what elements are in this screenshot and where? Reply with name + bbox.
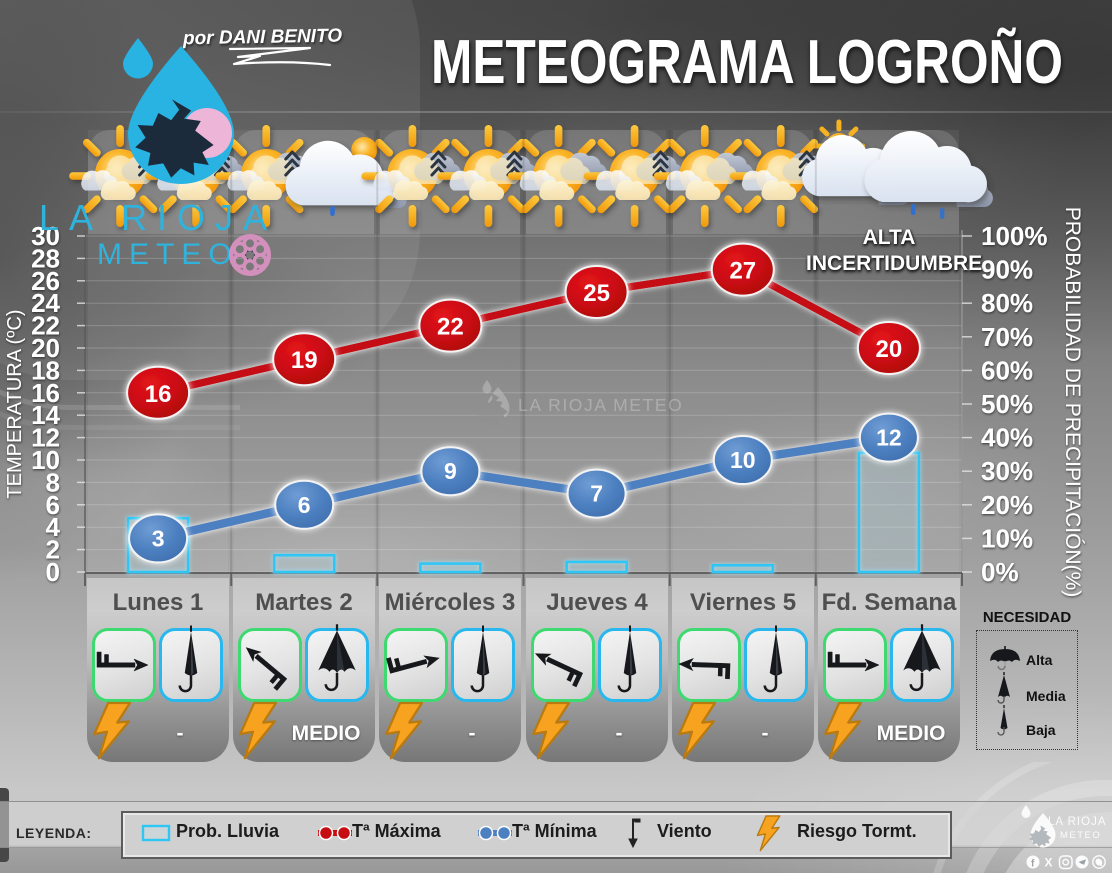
svg-text:METEO: METEO [97, 238, 239, 271]
svg-text:16: 16 [145, 381, 172, 408]
svg-text:16: 16 [31, 378, 60, 408]
svg-text:6: 6 [46, 490, 60, 520]
svg-text:0%: 0% [981, 557, 1019, 587]
svg-text:TEMPERATURA (ºC): TEMPERATURA (ºC) [4, 309, 26, 498]
svg-text:f: f [1031, 859, 1035, 870]
svg-text:90%: 90% [981, 255, 1033, 285]
svg-text:70%: 70% [981, 322, 1033, 352]
svg-text:20: 20 [876, 336, 903, 363]
svg-text:8: 8 [46, 467, 60, 497]
svg-text:19: 19 [291, 347, 318, 374]
svg-text:2: 2 [46, 535, 60, 565]
svg-text:26: 26 [31, 266, 60, 296]
svg-text:3: 3 [152, 525, 165, 551]
svg-text:27: 27 [729, 258, 756, 285]
svg-text:25: 25 [583, 280, 610, 307]
svg-text:6: 6 [298, 492, 311, 518]
svg-text:60%: 60% [981, 355, 1033, 385]
svg-text:24: 24 [31, 288, 60, 318]
svg-text:28: 28 [31, 243, 60, 273]
svg-text:50%: 50% [981, 389, 1033, 419]
svg-text:12: 12 [876, 425, 902, 451]
svg-text:18: 18 [31, 355, 60, 385]
svg-text:20%: 20% [981, 490, 1033, 520]
svg-text:40%: 40% [981, 423, 1033, 453]
svg-text:X: X [1045, 856, 1053, 870]
svg-text:4: 4 [46, 512, 61, 542]
svg-text:0: 0 [46, 557, 60, 587]
svg-text:LA RIOJA METEO: LA RIOJA METEO [518, 395, 683, 415]
svg-text:METEO: METEO [1060, 830, 1101, 841]
svg-text:80%: 80% [981, 288, 1033, 318]
svg-text:10%: 10% [981, 523, 1033, 553]
svg-text:LA RIOJA: LA RIOJA [39, 197, 277, 238]
svg-text:10: 10 [730, 447, 756, 473]
svg-text:20: 20 [31, 333, 60, 363]
svg-text:100%: 100% [981, 221, 1048, 251]
svg-text:22: 22 [437, 314, 464, 341]
svg-text:30%: 30% [981, 456, 1033, 486]
svg-text:22: 22 [31, 311, 60, 341]
svg-text:12: 12 [31, 423, 60, 453]
svg-text:30: 30 [31, 221, 60, 251]
svg-text:10: 10 [31, 445, 60, 475]
svg-text:LA RIOJA: LA RIOJA [1048, 816, 1107, 828]
svg-text:7: 7 [590, 481, 603, 507]
svg-text:14: 14 [31, 400, 60, 430]
svg-text:PROBABILIDAD DE PRECIPITACIÓN(: PROBABILIDAD DE PRECIPITACIÓN(%) [1061, 207, 1084, 598]
svg-text:9: 9 [444, 458, 457, 484]
